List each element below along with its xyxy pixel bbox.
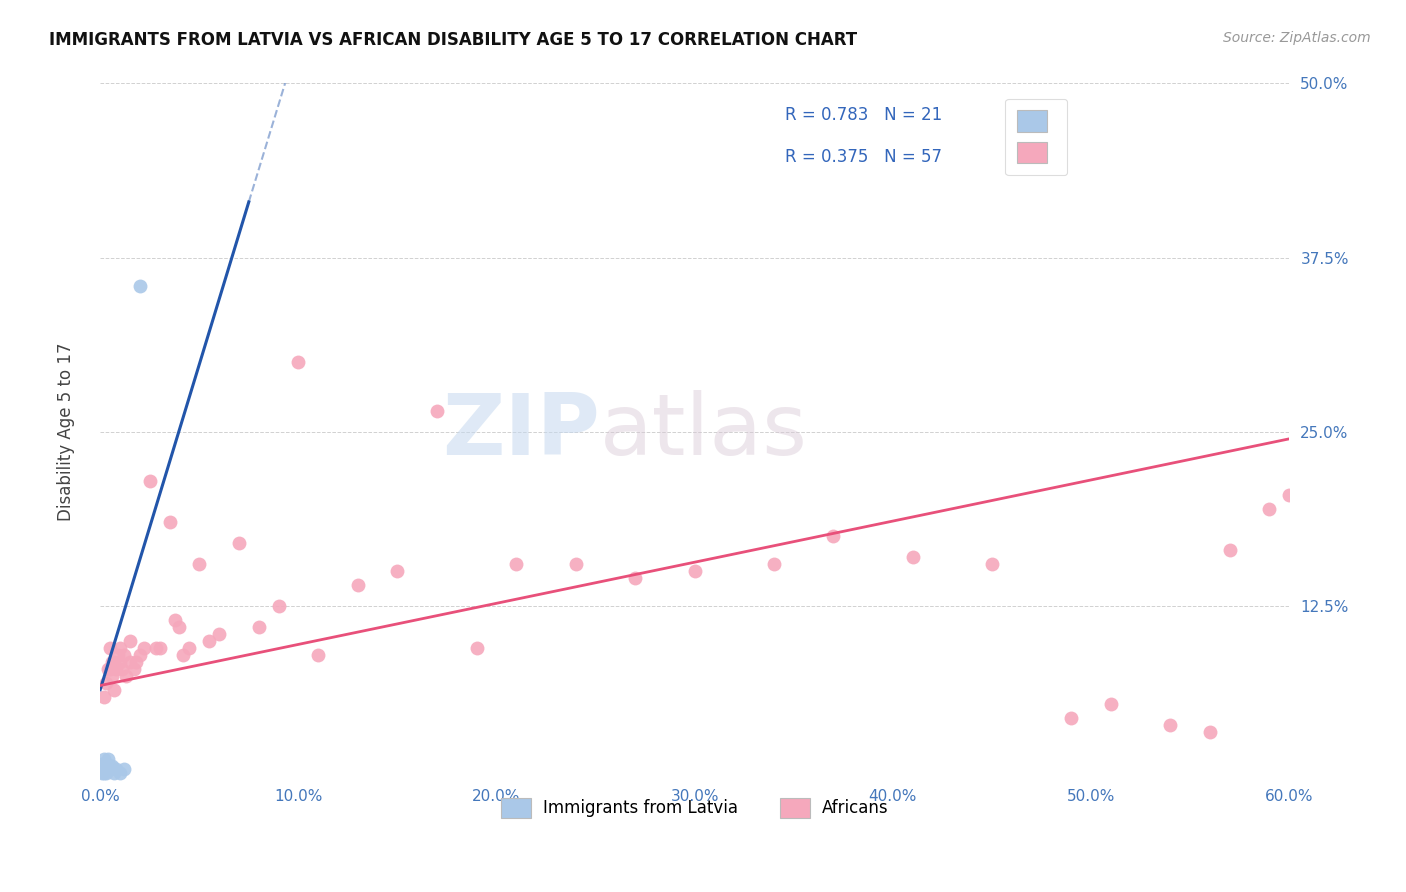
Point [94, 759, 117, 773]
Point [981, 558, 1004, 572]
Point [198, 634, 221, 648]
Point [208, 627, 231, 641]
Point [228, 536, 250, 550]
Point [98, 759, 121, 773]
Point [346, 578, 368, 592]
Point [91, 759, 114, 773]
Point [1060, 710, 1083, 724]
Text: R = 0.783   N = 21: R = 0.783 N = 21 [785, 106, 942, 124]
Text: Source: ZipAtlas.com: Source: ZipAtlas.com [1223, 31, 1371, 45]
Text: R = 0.375   N = 57: R = 0.375 N = 57 [785, 147, 942, 166]
Point [159, 516, 181, 530]
Point [108, 640, 131, 655]
Point [105, 762, 128, 776]
Point [149, 640, 172, 655]
Point [97, 752, 120, 766]
Point [118, 655, 141, 669]
Point [145, 640, 167, 655]
Point [107, 648, 129, 662]
Point [128, 648, 150, 662]
Point [112, 762, 135, 776]
Point [115, 669, 138, 683]
Point [287, 355, 309, 369]
Point [1258, 501, 1281, 516]
Point [138, 474, 160, 488]
Point [128, 278, 150, 293]
Point [103, 766, 125, 780]
Point [1219, 543, 1241, 558]
Text: ZIP: ZIP [441, 391, 599, 474]
Point [112, 648, 135, 662]
Point [94, 766, 117, 780]
Point [103, 655, 125, 669]
Point [101, 759, 124, 773]
Point [762, 558, 785, 572]
Point [132, 640, 155, 655]
Y-axis label: Disability Age 5 to 17: Disability Age 5 to 17 [58, 343, 75, 521]
Point [108, 655, 131, 669]
Point [93, 752, 115, 766]
Point [1199, 724, 1222, 739]
Point [307, 648, 329, 662]
Point [172, 648, 194, 662]
Point [91, 766, 114, 780]
Point [97, 762, 120, 776]
Point [105, 662, 128, 676]
Legend: Immigrants from Latvia, Africans: Immigrants from Latvia, Africans [495, 791, 894, 824]
Point [94, 762, 117, 776]
Point [118, 634, 141, 648]
Point [1099, 697, 1122, 711]
Point [98, 762, 121, 776]
Point [91, 756, 114, 771]
Point [122, 662, 145, 676]
Point [1278, 487, 1301, 501]
Point [683, 564, 706, 578]
Point [247, 620, 270, 634]
Point [111, 662, 134, 676]
Point [426, 404, 449, 418]
Text: atlas: atlas [599, 391, 807, 474]
Point [179, 640, 201, 655]
Point [465, 640, 488, 655]
Point [505, 558, 527, 572]
Point [169, 620, 191, 634]
Point [165, 613, 187, 627]
Point [1159, 717, 1181, 731]
Point [565, 558, 588, 572]
Point [98, 640, 121, 655]
Point [91, 762, 114, 776]
Point [101, 655, 124, 669]
Point [624, 571, 647, 585]
Point [188, 558, 211, 572]
Point [108, 766, 131, 780]
Point [901, 550, 924, 565]
Point [823, 529, 845, 543]
Point [93, 759, 115, 773]
Point [97, 662, 120, 676]
Point [93, 766, 115, 780]
Point [267, 599, 290, 613]
Point [125, 655, 148, 669]
Point [101, 669, 124, 683]
Point [93, 762, 115, 776]
Point [387, 564, 409, 578]
Point [103, 682, 125, 697]
Point [98, 662, 121, 676]
Point [94, 675, 117, 690]
Point [93, 690, 115, 704]
Text: IMMIGRANTS FROM LATVIA VS AFRICAN DISABILITY AGE 5 TO 17 CORRELATION CHART: IMMIGRANTS FROM LATVIA VS AFRICAN DISABI… [49, 31, 858, 49]
